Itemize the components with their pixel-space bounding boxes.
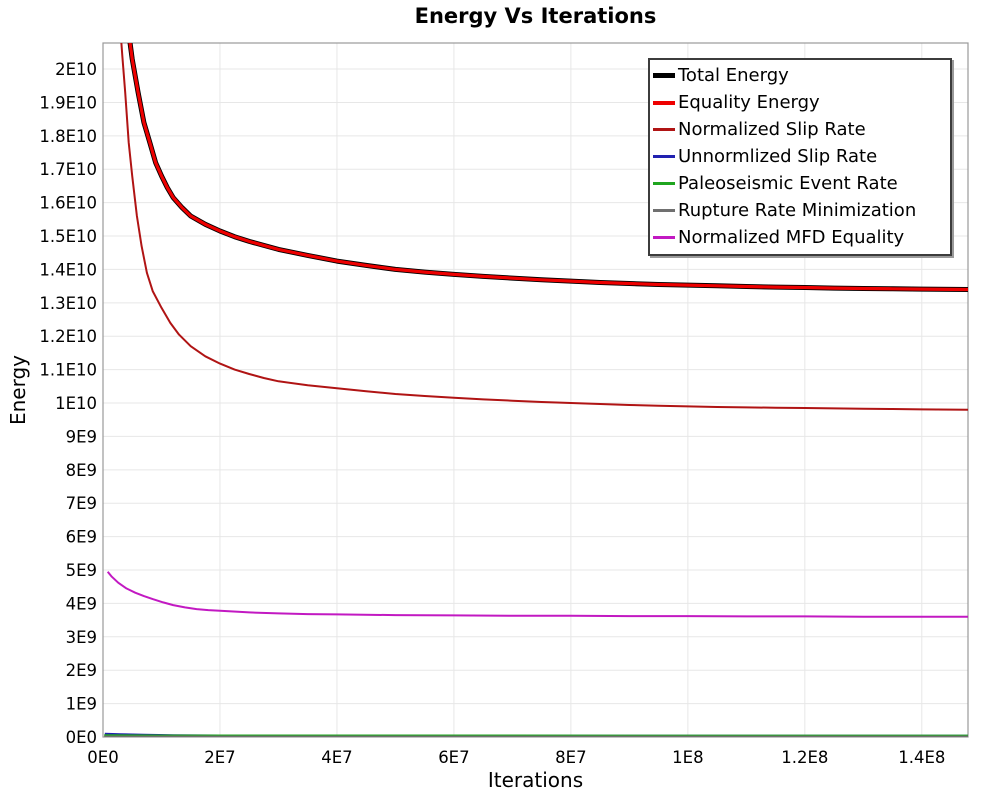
legend-item: Rupture Rate Minimization — [653, 197, 946, 224]
y-tick-label: 2E10 — [55, 60, 97, 79]
legend-line-swatch — [653, 73, 675, 78]
legend-item: Equality Energy — [653, 89, 946, 116]
y-tick-label: 1.8E10 — [39, 127, 97, 146]
series-line-normalized-mfd-equality — [106, 571, 968, 618]
legend-label: Rupture Rate Minimization — [678, 200, 917, 221]
y-tick-label: 8E9 — [66, 461, 97, 480]
y-tick-label: 5E9 — [66, 561, 97, 580]
x-tick-label: 4E7 — [321, 748, 352, 767]
y-tick-label: 7E9 — [66, 494, 97, 513]
legend-line-swatch — [653, 182, 675, 185]
x-tick-label: 1.2E8 — [781, 748, 828, 767]
y-tick-label: 1.3E10 — [39, 294, 97, 313]
legend-item: Total Energy — [653, 62, 946, 89]
legend-label: Normalized Slip Rate — [678, 119, 866, 140]
legend-label: Normalized MFD Equality — [678, 227, 905, 248]
x-tick-label: 0E0 — [87, 748, 118, 767]
legend-label: Unnormlized Slip Rate — [678, 146, 878, 167]
x-tick-label: 6E7 — [438, 748, 469, 767]
legend-line-swatch — [653, 236, 675, 239]
series-line-normalized-slip-rate — [120, 43, 968, 411]
y-tick-label: 1.5E10 — [39, 227, 97, 246]
y-tick-label: 0E0 — [66, 728, 97, 747]
y-tick-label: 1E9 — [66, 695, 97, 714]
x-tick-label: 2E7 — [204, 748, 235, 767]
y-tick-label: 2E9 — [66, 661, 97, 680]
x-tick-label: 1E8 — [672, 748, 703, 767]
chart-title: Energy Vs Iterations — [414, 4, 657, 28]
x-tick-label: 8E7 — [555, 748, 586, 767]
y-tick-label: 1E10 — [55, 394, 97, 413]
legend-line-swatch — [653, 128, 675, 131]
y-tick-label: 1.1E10 — [39, 361, 97, 380]
legend-line-swatch — [653, 209, 675, 212]
y-tick-label: 1.4E10 — [39, 260, 97, 279]
series-line-equality-energy — [128, 43, 968, 292]
y-tick-label: 1.6E10 — [39, 194, 97, 213]
legend-label: Total Energy — [678, 65, 789, 86]
y-tick-label: 9E9 — [66, 427, 97, 446]
legend-label: Paleoseismic Event Rate — [678, 173, 898, 194]
legend-line-swatch — [653, 155, 675, 158]
legend-item: Normalized MFD Equality — [653, 224, 946, 251]
y-tick-label: 6E9 — [66, 528, 97, 547]
legend-item: Unnormlized Slip Rate — [653, 143, 946, 170]
y-tick-label: 3E9 — [66, 628, 97, 647]
x-axis-title: Iterations — [487, 768, 584, 792]
y-tick-label: 1.9E10 — [39, 93, 97, 112]
x-tick-label: 1.4E8 — [898, 748, 945, 767]
y-tick-label: 4E9 — [66, 594, 97, 613]
legend-item: Normalized Slip Rate — [653, 116, 946, 143]
legend-box: Total Energy Equality Energy Normalized Sl… — [648, 58, 952, 256]
legend-label: Equality Energy — [678, 92, 820, 113]
y-tick-label: 1.2E10 — [39, 327, 97, 346]
y-tick-label: 1.7E10 — [39, 160, 97, 179]
legend-item: Paleoseismic Event Rate — [653, 170, 946, 197]
legend-line-swatch — [653, 100, 675, 105]
